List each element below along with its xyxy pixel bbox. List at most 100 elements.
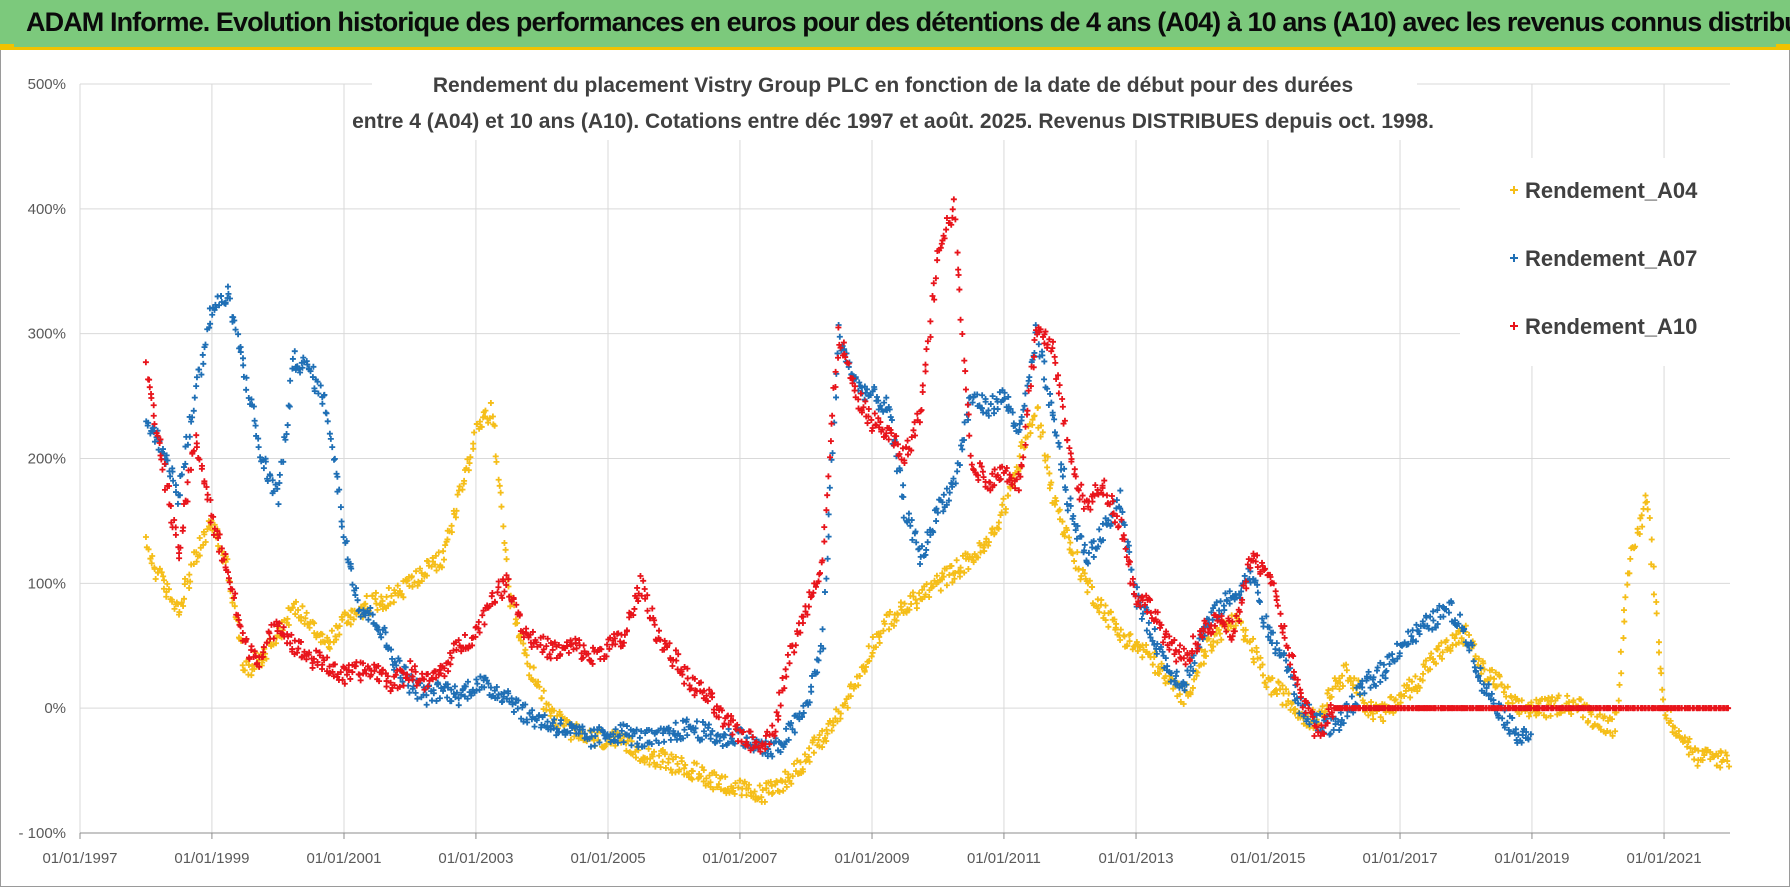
data-point bbox=[493, 684, 500, 691]
data-point bbox=[1034, 404, 1041, 411]
data-point bbox=[1055, 372, 1062, 379]
data-point bbox=[949, 579, 956, 586]
data-point bbox=[250, 403, 257, 410]
data-point bbox=[201, 480, 208, 487]
data-point bbox=[1377, 714, 1384, 721]
data-point bbox=[682, 761, 689, 768]
data-point bbox=[1103, 521, 1110, 528]
data-point bbox=[886, 406, 893, 413]
data-point bbox=[436, 695, 443, 702]
data-point bbox=[833, 394, 840, 401]
data-point bbox=[1493, 683, 1500, 690]
data-point bbox=[181, 595, 188, 602]
data-point bbox=[991, 482, 998, 489]
data-point bbox=[1618, 670, 1625, 677]
data-point bbox=[991, 410, 998, 417]
data-point bbox=[943, 501, 950, 508]
data-point bbox=[1160, 639, 1167, 646]
data-point bbox=[295, 607, 302, 614]
data-point bbox=[893, 433, 900, 440]
data-point bbox=[222, 299, 229, 306]
data-point bbox=[847, 693, 854, 700]
data-point bbox=[1217, 598, 1224, 605]
data-point bbox=[1020, 406, 1027, 413]
data-point bbox=[946, 489, 953, 496]
data-point bbox=[161, 486, 168, 493]
data-point bbox=[1111, 616, 1118, 623]
data-point bbox=[1031, 412, 1038, 419]
data-point bbox=[319, 666, 326, 673]
data-point bbox=[336, 486, 343, 493]
data-point bbox=[989, 393, 996, 400]
data-point bbox=[473, 420, 480, 427]
data-point bbox=[588, 743, 595, 750]
data-point bbox=[1180, 700, 1187, 707]
data-point bbox=[517, 637, 524, 644]
data-point bbox=[856, 379, 863, 386]
data-point bbox=[785, 771, 792, 778]
data-point bbox=[251, 648, 258, 655]
data-point bbox=[845, 360, 852, 367]
data-point bbox=[1129, 575, 1136, 582]
data-point bbox=[1279, 682, 1286, 689]
data-point bbox=[1386, 660, 1393, 667]
data-point bbox=[1632, 543, 1639, 550]
data-point bbox=[721, 720, 728, 727]
data-point bbox=[158, 456, 165, 463]
data-point bbox=[894, 441, 901, 448]
data-point bbox=[1066, 534, 1073, 541]
data-point bbox=[1089, 584, 1096, 591]
data-point bbox=[556, 652, 563, 659]
data-point bbox=[1269, 629, 1276, 636]
data-point bbox=[1283, 702, 1290, 709]
data-point bbox=[863, 386, 870, 393]
data-point bbox=[662, 764, 669, 771]
legend-label-Rendement_A07: Rendement_A07 bbox=[1525, 246, 1697, 271]
data-point bbox=[1053, 432, 1060, 439]
data-point bbox=[956, 573, 963, 580]
data-point bbox=[1064, 507, 1071, 514]
data-point bbox=[1480, 660, 1487, 667]
data-point bbox=[1038, 422, 1044, 429]
data-point bbox=[1726, 763, 1733, 770]
data-point bbox=[1094, 605, 1101, 612]
data-point bbox=[1221, 623, 1228, 630]
data-point bbox=[1405, 628, 1412, 635]
data-point bbox=[899, 445, 906, 452]
data-point bbox=[193, 432, 200, 439]
data-point bbox=[955, 272, 962, 279]
data-point bbox=[1238, 588, 1245, 595]
data-point bbox=[784, 651, 791, 658]
data-point bbox=[1601, 713, 1608, 720]
data-point bbox=[1427, 613, 1434, 620]
data-point bbox=[522, 701, 529, 708]
data-point bbox=[383, 683, 390, 690]
data-point bbox=[755, 744, 762, 751]
data-point bbox=[1543, 714, 1550, 721]
data-point bbox=[494, 589, 501, 596]
data-point bbox=[815, 657, 822, 664]
data-point bbox=[912, 432, 919, 439]
data-point bbox=[693, 760, 700, 767]
data-point bbox=[954, 468, 961, 475]
data-point bbox=[1137, 603, 1144, 610]
data-point bbox=[994, 472, 1001, 479]
data-point bbox=[190, 447, 197, 454]
data-point bbox=[1432, 624, 1439, 631]
data-point bbox=[564, 728, 571, 735]
data-point bbox=[1408, 633, 1415, 640]
data-point bbox=[879, 426, 886, 433]
data-point bbox=[1483, 684, 1490, 691]
x-tick-label: 01/01/2019 bbox=[1494, 850, 1569, 867]
data-point bbox=[1443, 637, 1450, 644]
data-point bbox=[644, 592, 651, 599]
data-point bbox=[1660, 696, 1667, 703]
data-point bbox=[1243, 585, 1250, 592]
data-point bbox=[184, 479, 191, 486]
data-point bbox=[311, 620, 318, 627]
data-point bbox=[476, 418, 483, 425]
data-point bbox=[1068, 455, 1075, 462]
data-point bbox=[1035, 341, 1042, 348]
data-point bbox=[1347, 678, 1354, 685]
data-point bbox=[349, 669, 356, 676]
